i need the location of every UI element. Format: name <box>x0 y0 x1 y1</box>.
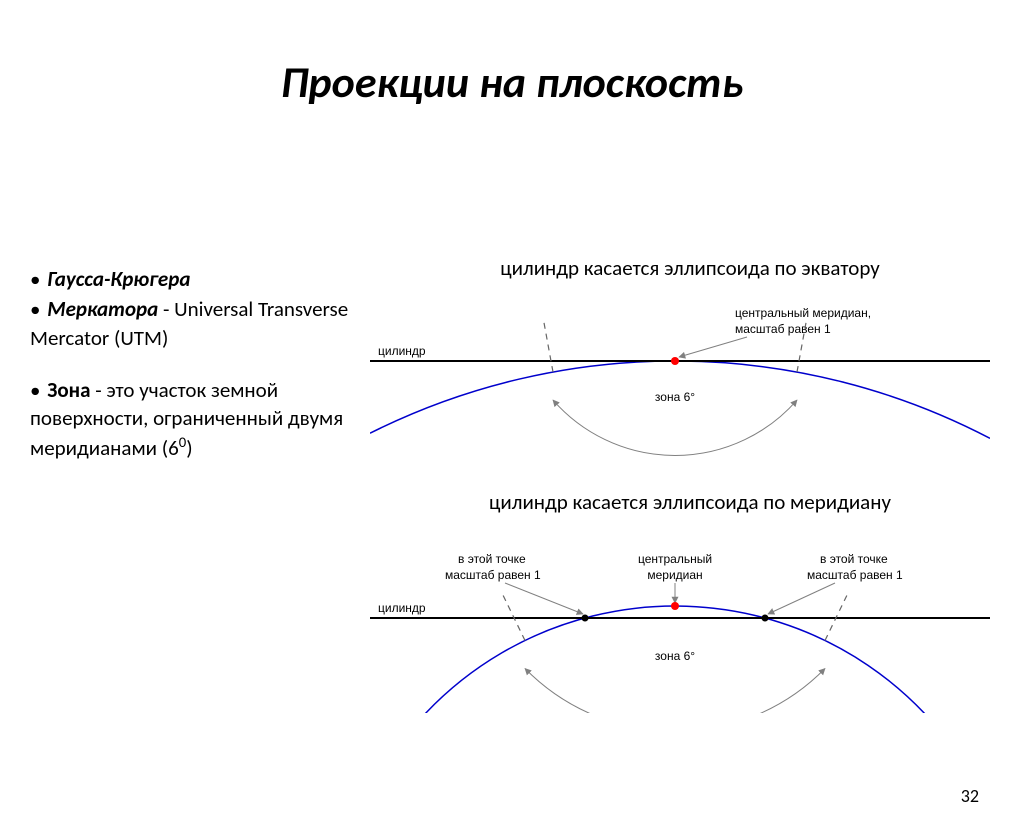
right-column: цилиндр касается эллипсоида по экватору … <box>370 255 1010 743</box>
svg-text:зона 6°: зона 6° <box>655 390 695 404</box>
svg-text:центральный меридиан,: центральный меридиан, <box>735 306 871 320</box>
page-number: 32 <box>961 785 979 807</box>
left-column: Гаусса-Крюгера Меркатора - Universal Tra… <box>30 265 360 464</box>
diagram1: цилиндр центральный меридиан, масштаб раве… <box>370 289 990 459</box>
slide-title: Проекции на плоскость <box>0 55 1024 109</box>
diagram2: цилиндр в этой точке масштаб равен 1 центра… <box>370 523 990 713</box>
svg-text:цилиндр: цилиндр <box>378 601 426 615</box>
svg-text:масштаб равен 1: масштаб равен 1 <box>445 568 541 582</box>
bullet-zone: Зона - это участок земной поверхности, о… <box>30 376 360 462</box>
svg-text:центральный: центральный <box>638 552 712 566</box>
svg-text:в этой точке: в этой точке <box>820 552 888 566</box>
bullet-mercator: Меркатора - Universal Transverse Mercato… <box>30 295 360 352</box>
svg-text:масштаб равен 1: масштаб равен 1 <box>807 568 903 582</box>
diagram1-caption: цилиндр касается эллипсоида по экватору <box>370 255 1010 281</box>
svg-text:меридиан: меридиан <box>647 568 702 582</box>
svg-text:цилиндр: цилиндр <box>378 344 426 358</box>
svg-text:масштаб равен 1: масштаб равен 1 <box>735 322 831 336</box>
svg-text:в этой точке: в этой точке <box>458 552 526 566</box>
svg-text:зона 6°: зона 6° <box>655 649 695 663</box>
diagram2-caption: цилиндр касается эллипсоида по меридиану <box>370 489 1010 515</box>
bullet-gauss: Гаусса-Крюгера <box>30 265 360 293</box>
